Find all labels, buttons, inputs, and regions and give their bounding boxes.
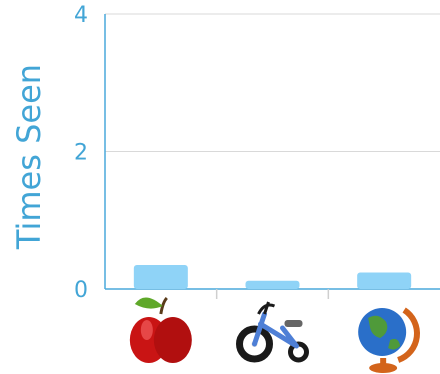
axis-layer bbox=[104, 14, 440, 299]
apple-shine bbox=[140, 320, 153, 340]
label-layer: 0 2 4 Times Seen bbox=[10, 3, 88, 303]
y-axis-title: Times Seen bbox=[10, 64, 48, 250]
apple-leaf bbox=[134, 297, 163, 309]
y-tick-label: 2 bbox=[74, 141, 88, 166]
tricycle-frame bbox=[252, 311, 299, 349]
bar-layer bbox=[133, 264, 412, 289]
tricycle-front-wheel bbox=[236, 325, 273, 363]
globe-arc bbox=[397, 307, 420, 363]
tricycle-seat bbox=[284, 320, 303, 327]
tricycle-icon bbox=[236, 301, 309, 363]
bar-tricycle bbox=[245, 280, 300, 289]
tricycle-rear-wheel bbox=[288, 341, 309, 363]
icon-layer bbox=[129, 296, 420, 373]
y-tick-label: 4 bbox=[74, 3, 88, 28]
bar-globe bbox=[357, 272, 412, 289]
y-tick-label: 0 bbox=[74, 278, 88, 303]
globe-land-b bbox=[388, 338, 401, 350]
bar-apple bbox=[133, 264, 188, 289]
globe-land-a bbox=[368, 315, 388, 338]
globe-icon bbox=[358, 307, 420, 373]
globe-base bbox=[369, 363, 398, 373]
tricycle-handlebar bbox=[257, 301, 276, 315]
grid-layer bbox=[105, 13, 440, 152]
apple-body-right bbox=[153, 317, 192, 363]
apple-icon bbox=[129, 296, 192, 363]
apple-stem bbox=[159, 296, 168, 315]
globe-stem bbox=[380, 358, 387, 366]
